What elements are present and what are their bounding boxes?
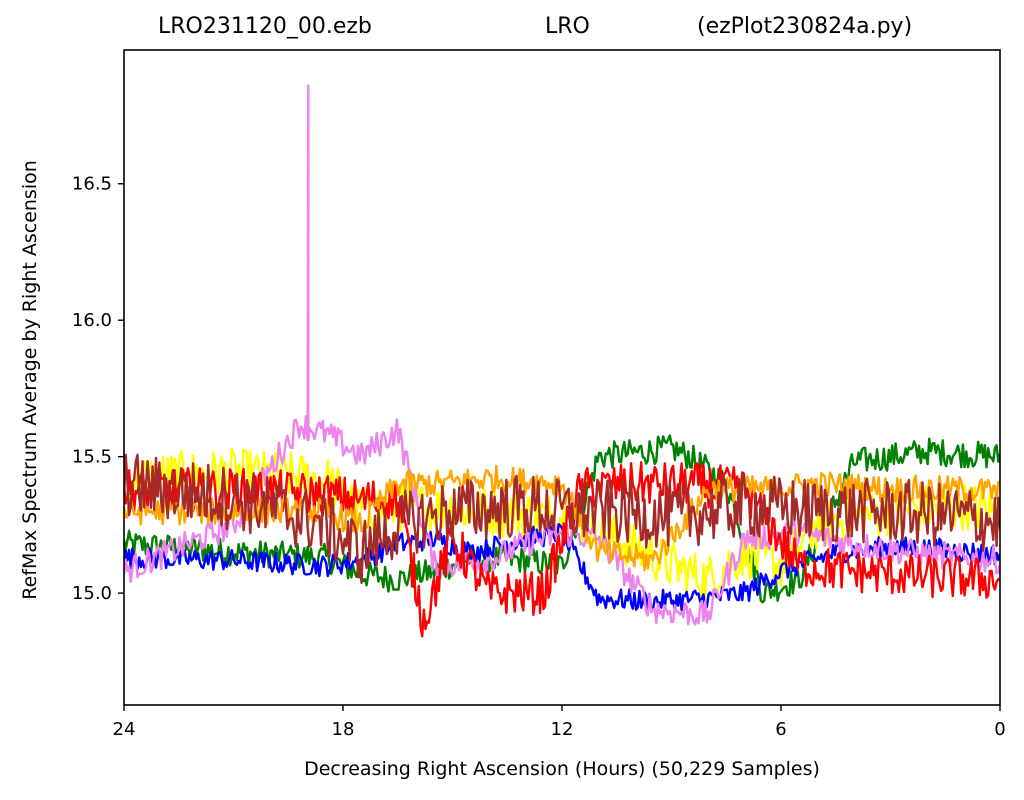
y-tick-label: 16.5 <box>72 174 112 195</box>
x-tick-label: 18 <box>332 719 355 740</box>
series-line-1 <box>124 447 1000 601</box>
tick-layer: 24 18 12 6 0 15.0 15.5 16.0 16.5 <box>72 174 1006 740</box>
chart-title-filename: LRO231120_00.ezb <box>158 14 372 39</box>
y-axis-label: RefMax Spectrum Average by Right Ascensi… <box>19 160 41 600</box>
series-line-4 <box>124 461 1000 638</box>
x-tick-label: 12 <box>551 719 574 740</box>
x-tick-label: 6 <box>775 719 786 740</box>
x-axis-label: Decreasing Right Ascension (Hours) (50,2… <box>304 758 820 780</box>
series-line-6 <box>124 453 1000 584</box>
chart-title-script: (ezPlot230824a.py) <box>697 14 913 39</box>
series-line-3 <box>124 84 1000 626</box>
series-layer <box>124 84 1000 638</box>
y-tick-label: 16.0 <box>72 310 112 331</box>
x-tick-label: 0 <box>994 719 1005 740</box>
series-line-0 <box>124 434 1000 604</box>
y-tick-label: 15.0 <box>72 583 112 604</box>
chart-title-station: LRO <box>545 14 590 39</box>
plot-frame <box>123 49 1001 706</box>
x-tick-label: 24 <box>113 719 136 740</box>
y-tick-label: 15.5 <box>72 447 112 468</box>
